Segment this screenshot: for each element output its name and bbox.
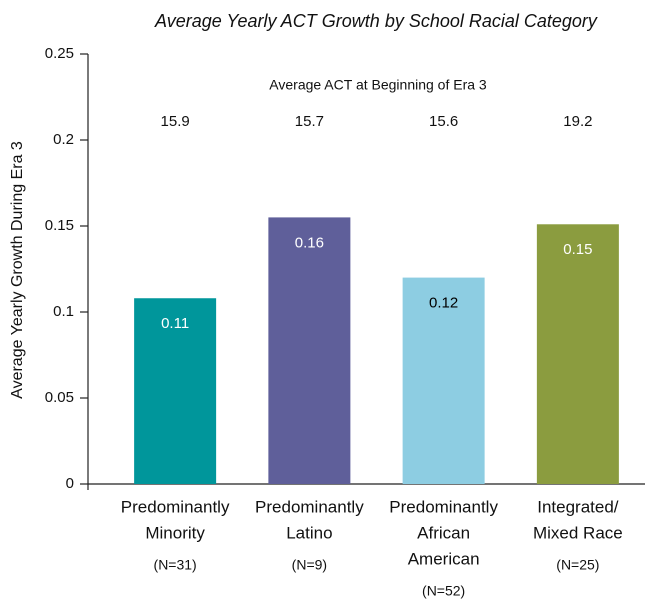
x-tick-label: Integrated/ [537,497,619,516]
y-tick-label: 0.2 [53,131,74,148]
bar [134,298,217,484]
value-label: 0.15 [563,241,592,258]
y-tick-label: 0.15 [45,217,74,234]
x-tick-label: Predominantly [121,497,230,516]
value-label: 0.16 [295,234,324,251]
sample-size: (N=52) [422,583,465,599]
y-tick-label: 0.05 [45,389,74,406]
bar [536,224,619,484]
x-tick-label: Predominantly [255,497,364,516]
act-value: 15.9 [161,113,190,130]
bar [402,277,485,484]
y-tick-label: 0 [66,475,74,492]
value-label: 0.12 [429,295,458,312]
x-tick-label: Minority [145,523,205,542]
act-value: 19.2 [563,113,592,130]
act-value: 15.7 [295,113,324,130]
act-value: 15.6 [429,113,458,130]
x-tick-label: Latino [286,523,332,542]
sample-size: (N=9) [292,557,327,573]
x-tick-label: Mixed Race [533,523,623,542]
y-tick-label: 0.1 [53,303,74,320]
sample-size: (N=31) [154,557,197,573]
sample-size: (N=25) [556,557,599,573]
x-tick-label: African [417,523,470,542]
annotation: Average ACT at Beginning of Era 3 [269,77,487,93]
x-tick-label: American [408,549,480,568]
y-axis-label: Average Yearly Growth During Era 3 [9,141,26,399]
value-label: 0.11 [161,315,189,332]
y-tick-label: 0.25 [45,45,74,62]
x-tick-label: Predominantly [389,497,498,516]
bar [268,217,351,484]
chart-title: Average Yearly ACT Growth by School Raci… [154,11,598,31]
